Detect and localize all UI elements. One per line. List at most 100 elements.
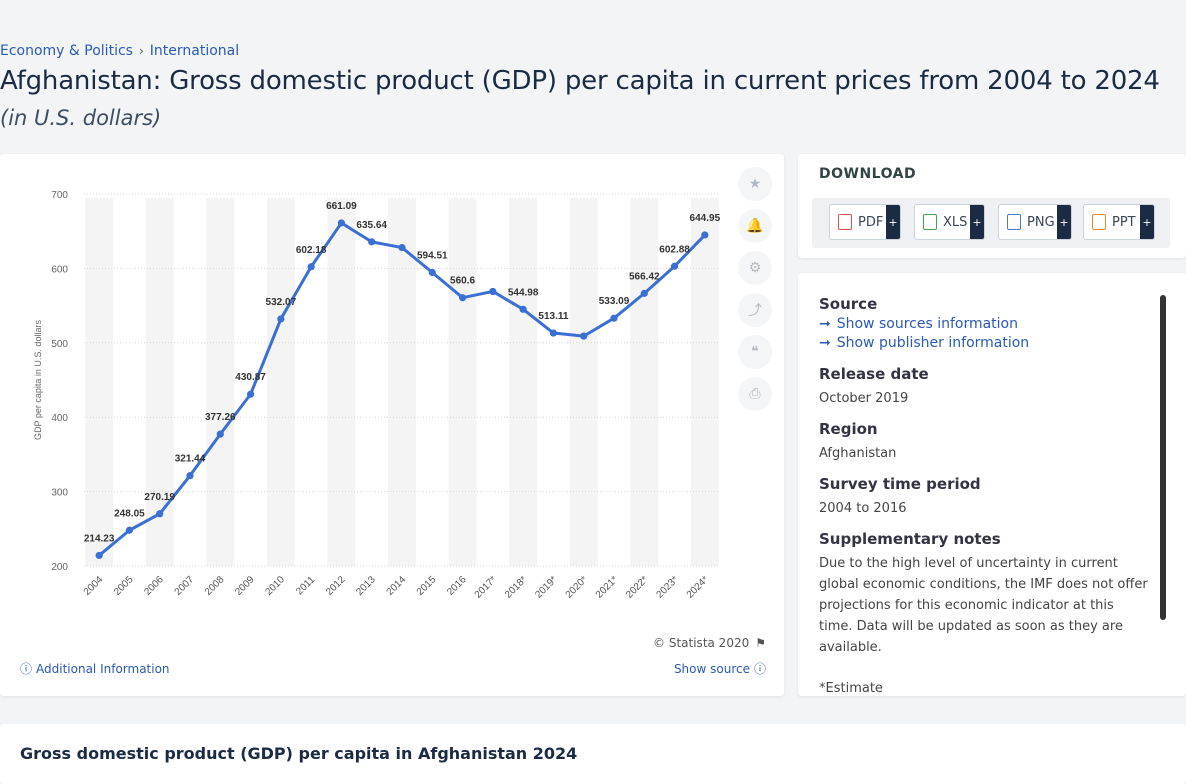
data-label: 602.18	[296, 245, 327, 256]
show-source-label: Show source	[673, 661, 750, 676]
favorite-star-icon[interactable]: ★	[738, 167, 772, 201]
show-sources-link[interactable]: ➞ Show sources information	[819, 316, 1149, 332]
arrow-right-icon: ➞	[819, 335, 831, 351]
data-label: 533.09	[599, 296, 630, 307]
x-tick-label: 2008	[203, 574, 227, 598]
data-point	[640, 289, 648, 297]
show-publisher-link[interactable]: ➞ Show publisher information	[819, 335, 1149, 351]
x-tick-label: 2010	[263, 574, 287, 598]
notification-bell-icon[interactable]: 🔔	[738, 209, 772, 243]
xls-file-icon	[923, 214, 937, 230]
data-point	[610, 314, 618, 322]
data-label: 560.6	[450, 276, 475, 287]
estimate-note: *Estimate	[819, 681, 883, 696]
x-tick-label: 2014	[385, 574, 409, 598]
x-tick-label: 2022*	[624, 574, 650, 600]
x-tick-label: 2007	[173, 574, 197, 598]
data-label: 321.44	[175, 454, 206, 465]
related-statistic-title[interactable]: Gross domestic product (GDP) per capita …	[20, 744, 578, 763]
arrow-right-icon: ➞	[819, 316, 831, 332]
data-label: 644.95	[690, 213, 721, 224]
share-icon[interactable]: ⤴	[738, 293, 772, 327]
show-publisher-label: Show publisher information	[836, 335, 1030, 351]
citation-quote-icon[interactable]: ❝	[738, 335, 772, 369]
data-point	[95, 551, 103, 560]
breadcrumb-economy-politics[interactable]: Economy & Politics	[0, 43, 133, 59]
scrollbar[interactable]	[1160, 295, 1166, 620]
data-label: 661.09	[326, 201, 357, 212]
info-icon: ⓘ	[753, 662, 766, 676]
column-band	[85, 198, 114, 566]
x-tick-label: 2016	[445, 574, 469, 598]
additional-information-link[interactable]: ⓘ Additional Information	[20, 660, 170, 677]
settings-gear-icon[interactable]: ⚙	[738, 251, 772, 285]
data-label: 635.64	[356, 220, 387, 231]
download-ppt-button[interactable]: PPT +	[1083, 204, 1155, 240]
y-tick-label: 200	[51, 562, 68, 573]
download-png-label: PNG	[1027, 214, 1055, 230]
download-pdf-button[interactable]: PDF +	[829, 204, 901, 240]
plus-icon: +	[970, 205, 984, 239]
column-band	[388, 198, 416, 566]
x-tick-label: 2004	[82, 574, 106, 598]
top-bar	[0, 0, 1186, 30]
release-date-value: October 2019	[819, 391, 909, 406]
show-sources-label: Show sources information	[836, 316, 1018, 332]
y-tick-label: 500	[51, 339, 68, 350]
column-band	[448, 198, 477, 566]
download-xls-button[interactable]: XLS +	[914, 204, 985, 240]
pdf-file-icon	[838, 214, 852, 230]
data-point	[519, 305, 527, 313]
show-source-link[interactable]: Show source ⓘ	[674, 660, 766, 677]
y-axis-label: GDP per capita in U.S. dollars	[33, 320, 43, 440]
copyright-notice: © Statista 2020 ⚑	[653, 636, 766, 650]
chart-card: 200 300 400 500 600 700 GDP per capita in U.S.…	[0, 154, 784, 696]
data-point	[549, 329, 558, 337]
data-point	[368, 238, 376, 246]
release-date-label: Release date	[819, 365, 929, 383]
flag-icon[interactable]: ⚑	[755, 636, 766, 650]
related-statistic-card: Gross domestic product (GDP) per capita …	[0, 724, 1186, 784]
download-pdf-label: PDF	[858, 214, 884, 230]
page-title: Afghanistan: Gross domestic product (GDP…	[0, 66, 1160, 96]
region-label: Region	[819, 420, 878, 438]
download-png-button[interactable]: PNG +	[998, 204, 1072, 240]
x-tick-label: 2021*	[594, 574, 620, 600]
download-title: DOWNLOAD	[819, 166, 917, 182]
ppt-file-icon	[1092, 214, 1106, 230]
supplementary-notes-label: Supplementary notes	[819, 530, 1001, 548]
data-point	[125, 526, 134, 534]
y-tick-label: 700	[51, 190, 68, 201]
data-label: 594.51	[417, 250, 448, 261]
x-tick-label: 2015	[415, 574, 439, 598]
data-point	[428, 268, 436, 277]
breadcrumb-international[interactable]: International	[149, 43, 240, 59]
y-tick-label: 300	[51, 488, 68, 499]
column-band	[569, 198, 598, 566]
plus-icon: +	[1140, 205, 1154, 239]
data-point	[246, 390, 255, 398]
data-label: 532.07	[266, 297, 297, 308]
additional-information-label: Additional Information	[36, 661, 170, 676]
download-buttons-row: PDF + XLS + PNG + PPT +	[812, 198, 1170, 248]
info-icon: ⓘ	[20, 662, 33, 676]
data-label: 566.42	[629, 271, 660, 282]
source-label: Source	[819, 295, 878, 313]
data-point	[701, 231, 709, 239]
data-point	[458, 294, 467, 302]
data-point	[580, 332, 588, 340]
download-ppt-label: PPT	[1112, 214, 1136, 230]
x-tick-label: 2009	[233, 574, 257, 598]
column-band	[690, 198, 719, 566]
data-point	[489, 287, 497, 296]
data-label: 377.26	[205, 412, 236, 423]
region-value: Afghanistan	[819, 446, 897, 461]
x-tick-label: 2020*	[564, 574, 590, 600]
column-band	[327, 198, 356, 566]
breadcrumb-separator: ›	[138, 44, 144, 58]
data-point	[216, 430, 224, 438]
data-label: 248.05	[114, 508, 145, 519]
survey-period-label: Survey time period	[819, 475, 981, 493]
print-icon[interactable]: ⎙	[738, 377, 772, 411]
data-point	[156, 510, 164, 518]
